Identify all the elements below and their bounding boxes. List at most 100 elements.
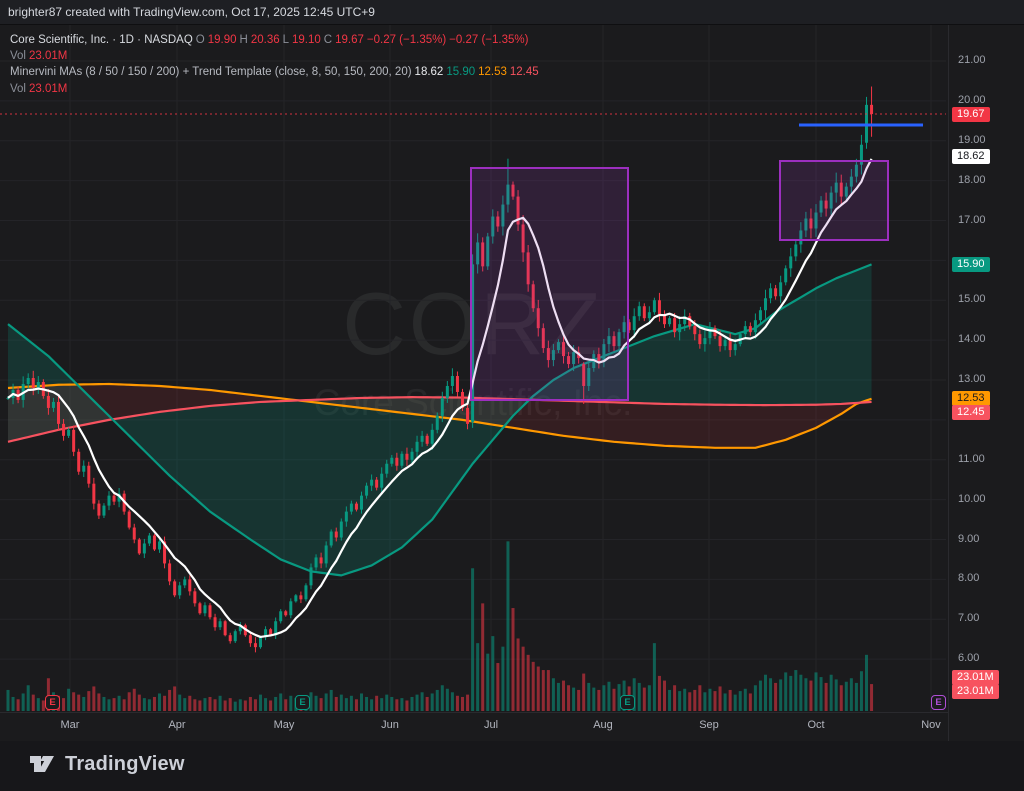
legend-segment: 12.45 <box>509 66 539 79</box>
volume-bar <box>183 698 187 711</box>
candle-body <box>365 485 369 496</box>
candle-body <box>319 557 323 564</box>
candle-body <box>152 535 156 550</box>
volume-bar <box>647 685 651 711</box>
volume-bar <box>445 688 449 711</box>
credit-text: brighter87 created with TradingView.com,… <box>8 5 375 19</box>
candle-body <box>208 605 212 618</box>
price-badge: 18.62 <box>952 149 990 164</box>
volume-layer <box>6 541 874 711</box>
candle-body <box>26 378 30 384</box>
volume-bar <box>72 692 76 711</box>
candle-body <box>758 310 762 321</box>
candle-body <box>551 350 555 361</box>
legend-segment: Vol <box>10 82 26 95</box>
candle-body <box>102 505 106 516</box>
ma50-line <box>7 263 872 577</box>
legend-segment: 12.53 <box>478 66 507 79</box>
candle-body <box>380 473 384 488</box>
volume-bar <box>107 699 111 711</box>
legend-symbol-row[interactable]: Core Scientific, Inc. · 1D · NASDAQ O 19.9… <box>10 32 542 48</box>
volume-bar <box>228 698 232 711</box>
candle-body <box>622 322 626 333</box>
price-tick: 13.00 <box>958 373 986 385</box>
volume-bar <box>597 689 601 711</box>
legend-segment: 20.36 <box>250 34 280 46</box>
volume-bar <box>365 696 369 711</box>
volume-bar <box>334 696 338 711</box>
price-badge: 23.01M <box>952 684 999 699</box>
candle-body <box>264 629 268 638</box>
volume-bar <box>551 678 555 711</box>
candle-body <box>839 182 843 197</box>
volume-bar <box>420 692 424 711</box>
volume-bar <box>748 693 752 711</box>
volume-bar <box>683 688 687 711</box>
volume-bar <box>208 696 212 711</box>
volume-bar <box>218 695 222 711</box>
candle-body <box>683 316 687 325</box>
volume-bar <box>213 699 217 711</box>
candle-body <box>556 342 560 351</box>
volume-bar <box>339 694 343 711</box>
price-chart-canvas[interactable] <box>0 25 948 712</box>
volume-bar <box>243 700 247 711</box>
purple-box-drawing[interactable] <box>779 160 889 241</box>
price-tick: 18.00 <box>958 173 986 186</box>
volume-bar <box>16 699 20 711</box>
candle-body <box>435 415 439 430</box>
volume-bar <box>440 685 444 711</box>
candle-body <box>405 453 409 460</box>
candle-body <box>349 503 353 512</box>
candle-body <box>198 603 202 614</box>
candle-body <box>339 521 343 538</box>
legend-indicator-row[interactable]: Minervini MAs (8 / 50 / 150 / 200) + Tre… <box>10 64 542 80</box>
volume-bar <box>405 700 409 711</box>
volume-bar <box>122 699 126 711</box>
volume-bar <box>67 688 71 711</box>
candle-body <box>132 527 136 540</box>
time-axis[interactable]: Mar Apr May Jun Jul Aug Sep Oct Nov <box>0 712 948 742</box>
volume-bar <box>501 646 505 711</box>
candle-body <box>491 216 495 237</box>
tradingview-logo[interactable]: TradingView <box>28 751 185 777</box>
chart-pane[interactable]: CORZ Core Scientific, Inc. Core Scientif… <box>0 25 948 712</box>
candle-body <box>46 395 50 408</box>
candle-body <box>344 511 348 522</box>
tradingview-logo-text: TradingView <box>65 752 185 775</box>
month-label: Jul <box>483 719 499 731</box>
volume-bar <box>824 682 828 711</box>
volume-bar <box>238 699 242 711</box>
purple-box-drawing[interactable] <box>470 167 629 401</box>
volume-bar <box>567 685 571 711</box>
legend-volume-row-2[interactable]: Vol 23.01M <box>10 81 542 97</box>
candle-body <box>647 312 651 319</box>
earnings-marker[interactable]: E <box>295 695 310 710</box>
earnings-marker[interactable]: E <box>620 695 635 710</box>
candle-body <box>253 643 257 648</box>
candle-body <box>440 397 444 416</box>
legend-segment: 23.01M <box>29 82 68 95</box>
legend-segment: L <box>282 34 290 46</box>
candle-body <box>188 579 192 592</box>
volume-bar <box>582 673 586 711</box>
price-badge: 12.45 <box>952 405 990 420</box>
candle-body <box>602 344 606 363</box>
volume-bar <box>344 698 348 711</box>
volume-bar <box>173 686 177 711</box>
legend-segment: Core Scientific, Inc. · 1D · NASDAQ <box>10 34 193 46</box>
candle-body <box>501 204 505 227</box>
price-axis[interactable]: 21.00 20.00 19.00 18.00 17.00 15.00 14.00 13.00… <box>948 25 1024 741</box>
price-tick: 7.00 <box>958 612 980 625</box>
volume-bar <box>117 695 121 711</box>
earnings-marker[interactable]: E <box>931 695 946 710</box>
earnings-marker[interactable]: E <box>45 695 60 710</box>
volume-bar <box>46 678 50 711</box>
candle-body <box>476 242 480 265</box>
volume-bar <box>461 696 464 711</box>
price-badge: 19.67 <box>952 107 990 122</box>
legend-volume-row-1[interactable]: Vol 23.01M <box>10 48 542 64</box>
bottom-strip: TradingView <box>0 741 1024 791</box>
candle-body <box>693 326 697 335</box>
volume-bar <box>743 688 747 711</box>
